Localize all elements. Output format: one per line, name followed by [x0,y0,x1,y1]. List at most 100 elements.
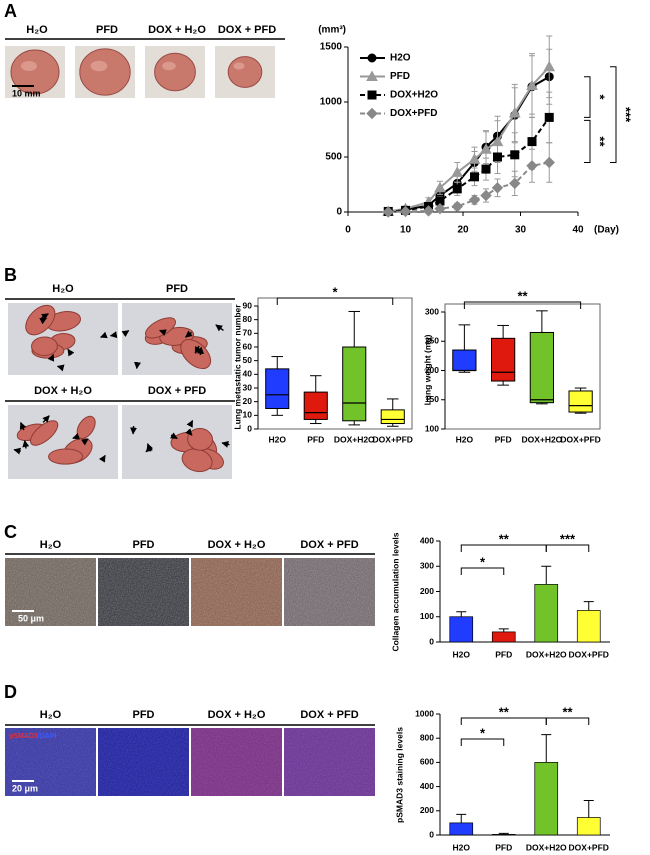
series-line [388,66,550,213]
arrow [41,313,49,321]
lung-lobe [31,336,58,356]
arrow [121,330,130,338]
bar [449,822,474,836]
x-tick-label: 10 [400,225,412,236]
bar [491,631,516,643]
arrow [99,331,108,339]
y-axis-label: Lung weight (mg) [422,334,432,405]
arrow [13,447,22,455]
error-bar [456,611,467,617]
y-tick-label: 400 [420,781,434,791]
y-tick-label: 300 [425,306,439,316]
y-tick-label: 0 [429,636,434,646]
stain-part: pSMAD3 [9,733,38,740]
x-tick-label: PFD [495,649,512,659]
marker [480,189,492,202]
error-bar [498,628,509,632]
arrow [145,444,154,453]
marker [468,194,481,206]
marker [434,181,446,193]
x-tick-label: H2O [456,434,474,444]
significance-label: ** [517,288,528,303]
y-tick-label: 0 [429,829,434,839]
series-line [388,161,550,213]
bar [576,610,601,643]
x-tick-label: PFD [495,842,512,852]
significance-label: ** [499,531,510,546]
micrograph-texture [191,558,282,626]
marker [543,60,556,72]
marker [399,205,412,218]
image-label: H₂O [52,283,74,295]
arrow [80,438,89,446]
y-tick-label: 1500 [320,42,343,53]
significance-label: *** [619,107,634,123]
error-bar [456,813,467,823]
marker [366,107,378,120]
image-label: PFD [133,709,155,721]
significance-bracket [610,66,617,163]
x-tick-label: DOX+H2O [526,842,567,852]
y-tick-label: 200 [425,365,439,375]
significance-bracket [545,544,590,552]
y-tick-label: 1000 [415,708,434,718]
marker [526,160,538,172]
error-bar [583,800,594,818]
significance-bracket [460,567,505,575]
marker [493,152,502,162]
x-tick-label: 20 [457,225,469,236]
micrograph-texture [5,728,96,796]
y-tick-label: 0 [336,207,342,218]
micrograph-texture [284,558,375,626]
bar [534,584,559,643]
x-tick-label: 0 [345,225,351,236]
legend-label: DOX+H2O [390,90,438,101]
box [303,391,328,420]
x-tick-label: H2O [269,434,287,444]
y-tick-label: 100 [420,611,434,621]
x-tick-label: DOX+PFD [569,649,609,659]
arrow [22,439,30,449]
arrow [130,425,137,435]
micrograph-texture [98,728,189,796]
panel-letter: C [4,522,17,542]
x-tick-label: PFD [495,434,512,444]
significance-label: * [332,284,338,299]
marker [451,166,464,177]
image-label: DOX + H₂O [208,539,266,551]
marker [434,202,446,215]
image-label: DOX + PFD [300,539,358,551]
arrow [56,364,65,372]
arrow [185,330,193,338]
significance-label: * [593,95,608,101]
significance-bracket [460,738,505,746]
y-tick-label: 40 [243,369,253,379]
significance-bracket [584,76,591,118]
error-bar [541,565,552,585]
x-tick-label: 40 [572,225,584,236]
box [342,346,367,422]
series-line [388,116,551,213]
marker [468,153,481,164]
box [529,331,554,404]
bar [491,834,516,836]
marker [422,205,435,217]
bar [449,616,474,643]
micrograph-texture [284,728,375,796]
panel-letter: D [4,682,17,702]
marker [527,137,537,147]
image-label: DOX + H₂O [34,385,92,397]
arrow [215,324,224,332]
arrow [47,353,55,362]
marker [543,156,555,169]
significance-label: * [480,554,486,569]
marker [510,150,520,160]
y-tick-label: 20 [243,396,253,406]
significance-bracket [584,119,591,163]
image-label: H₂O [40,539,62,551]
legend-label: PFD [390,71,410,82]
box [568,390,593,413]
image-label: PFD [96,24,118,36]
marker [382,206,394,218]
